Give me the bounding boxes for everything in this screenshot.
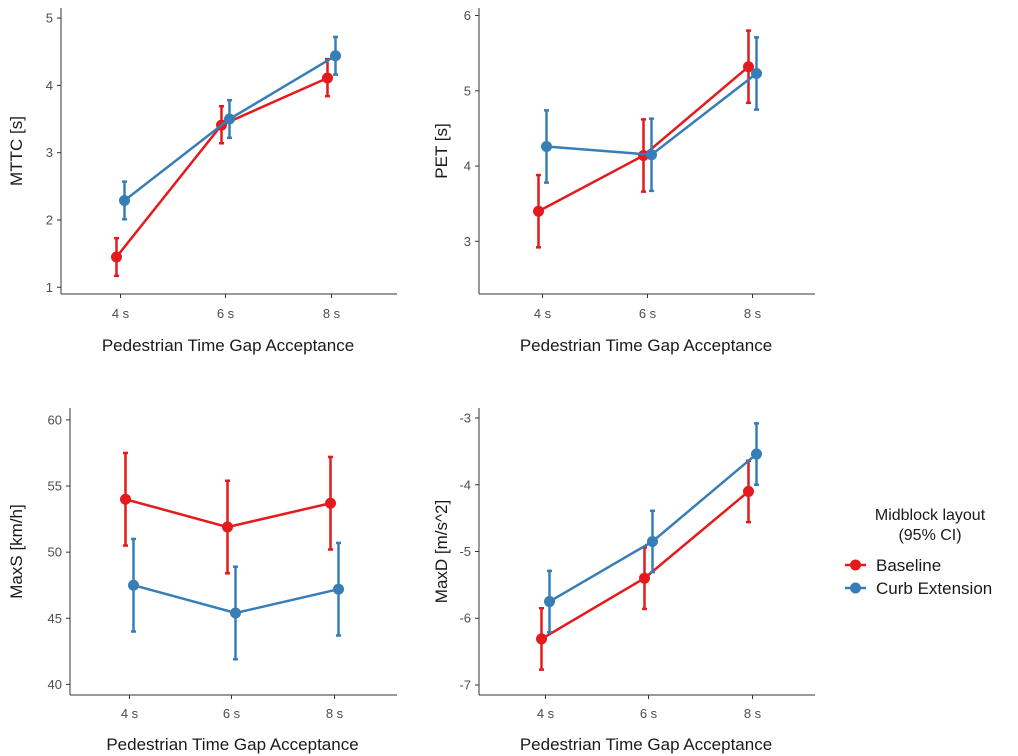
y-tick-label: -5	[459, 544, 471, 559]
y-tick-label: 45	[48, 611, 62, 626]
y-tick-label: 50	[48, 545, 62, 560]
x-axis-title: Pedestrian Time Gap Acceptance	[520, 735, 772, 754]
panel-pet-s: 3 4 5 6 4 s 6 s 8 s Pedestrian Time Gap Accepta…	[432, 8, 815, 355]
legend-label-baseline: Baseline	[876, 556, 941, 575]
x-axis-title: Pedestrian Time Gap Acceptance	[102, 336, 354, 355]
x-tick-label: 4 s	[537, 706, 555, 721]
data-point	[330, 50, 341, 62]
legend-title: Midblock layout	[875, 507, 986, 524]
y-axis-title: PET [s]	[432, 123, 451, 178]
x-tick-label: 6 s	[223, 706, 241, 721]
panel-maxs-km-h: 40 45 50 55 60 4 s 6 s 8 s Pedestrian Time Gap A…	[7, 408, 397, 754]
series-baseline	[533, 29, 754, 249]
data-point	[751, 67, 762, 79]
data-point	[128, 579, 139, 591]
x-tick-label: 4 s	[121, 706, 139, 721]
series-baseline	[111, 57, 333, 278]
x-tick-label: 6 s	[639, 306, 657, 321]
y-tick-label: 1	[46, 280, 53, 295]
y-axis-title: MTTC [s]	[7, 116, 26, 186]
y-tick-label: 3	[46, 145, 53, 160]
x-tick-label: 6 s	[217, 306, 235, 321]
legend-subtitle: (95% CI)	[898, 527, 961, 544]
legend-label-curb-extension: Curb Extension	[876, 579, 992, 598]
y-tick-label: -4	[459, 477, 471, 492]
series-baseline	[536, 459, 754, 671]
y-tick-label: 3	[464, 234, 471, 249]
y-tick-label: 2	[46, 212, 53, 227]
y-tick-label: 4	[464, 159, 471, 174]
data-point	[333, 583, 344, 595]
data-point	[325, 497, 336, 509]
data-point	[536, 633, 547, 645]
y-tick-label: 5	[464, 83, 471, 98]
y-tick-label: 5	[46, 11, 53, 26]
x-tick-label: 8 s	[744, 306, 762, 321]
x-axis-title: Pedestrian Time Gap Acceptance	[106, 735, 358, 754]
series-baseline	[120, 451, 336, 575]
x-tick-label: 4 s	[534, 306, 552, 321]
y-tick-label: 4	[46, 78, 53, 93]
data-point	[322, 72, 333, 84]
series-curb-extension	[544, 422, 762, 634]
series-curb-extension	[119, 35, 341, 221]
data-point	[639, 572, 650, 584]
legend-item-curb-extension: Curb Extension	[845, 579, 992, 598]
data-point	[646, 149, 657, 161]
x-tick-label: 8 s	[323, 306, 341, 321]
y-tick-label: -7	[459, 677, 471, 692]
data-point	[544, 596, 555, 608]
y-tick-label: 6	[464, 8, 471, 23]
legend-key-point-baseline	[850, 559, 861, 571]
y-axis-title: MaxS [km/h]	[7, 504, 26, 598]
data-point	[541, 140, 552, 152]
series-line-baseline	[115, 76, 329, 258]
x-tick-label: 4 s	[112, 306, 130, 321]
data-point	[647, 535, 658, 547]
x-axis-title: Pedestrian Time Gap Acceptance	[520, 336, 772, 355]
y-tick-label: 40	[48, 677, 62, 692]
panel-maxd-m-s-2: -7 -6 -5 -4 -3 4 s 6 s 8 s Pedestrian Time Gap A…	[432, 408, 815, 754]
data-point	[743, 61, 754, 73]
panel-mttc-s: 1 2 3 4 5 4 s 6 s 8 s Pedestrian Time Gap Accept…	[7, 8, 397, 355]
data-point	[743, 485, 754, 497]
series-curb-extension	[128, 537, 344, 661]
data-point	[222, 521, 233, 533]
data-point	[230, 607, 241, 619]
legend: Midblock layout (95% CI) Baseline Curb E…	[845, 507, 992, 598]
data-point	[120, 493, 131, 505]
y-tick-label: -3	[459, 411, 471, 426]
data-point	[119, 194, 130, 206]
y-tick-label: 60	[48, 412, 62, 427]
x-tick-label: 8 s	[744, 706, 762, 721]
data-point	[224, 113, 235, 125]
legend-item-baseline: Baseline	[845, 556, 941, 575]
series-curb-extension	[541, 36, 762, 193]
data-point	[111, 251, 122, 263]
x-tick-label: 8 s	[326, 706, 344, 721]
data-point	[533, 205, 544, 217]
y-axis-title: MaxD [m/s^2]	[432, 500, 451, 603]
legend-key-point-curb-extension	[850, 582, 861, 594]
data-point	[751, 448, 762, 460]
y-tick-label: 55	[48, 479, 62, 494]
x-tick-label: 6 s	[640, 706, 658, 721]
y-tick-label: -6	[459, 611, 471, 626]
